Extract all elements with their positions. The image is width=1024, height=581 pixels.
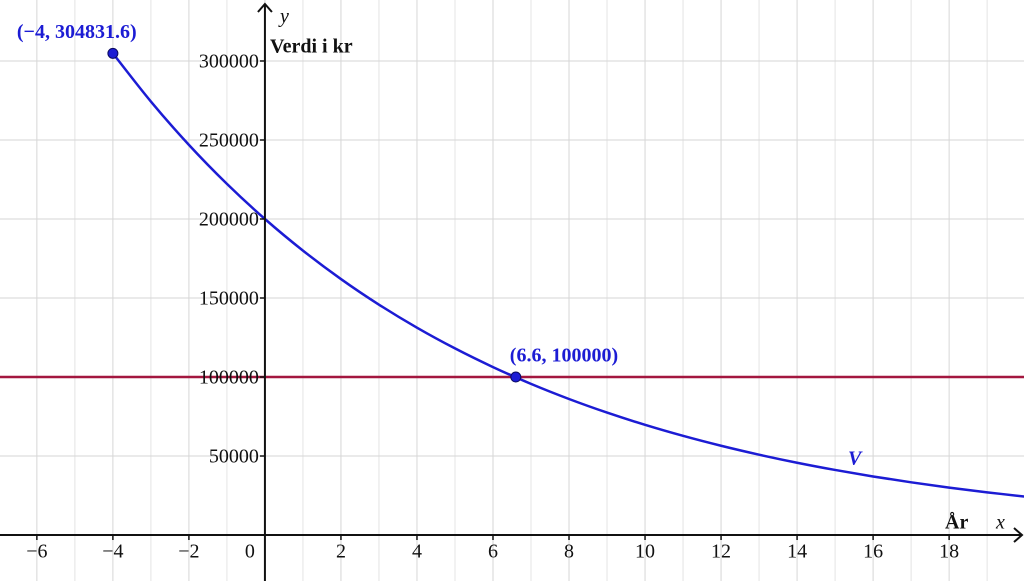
x-axis-name: x xyxy=(995,512,1005,534)
x-tick-label: 16 xyxy=(863,541,883,563)
curve xyxy=(111,52,1024,498)
point xyxy=(510,371,522,383)
x-axis-arrow xyxy=(1013,527,1024,543)
y-tick-label: 200000 xyxy=(199,209,259,231)
y-tick-label: 250000 xyxy=(199,130,259,152)
x-tick-label: −2 xyxy=(178,541,199,563)
x-tick-label: 6 xyxy=(488,541,498,563)
y-tick-label: 50000 xyxy=(209,446,259,468)
x-tick-label: 18 xyxy=(939,541,959,563)
y-axis-name: y xyxy=(278,6,289,28)
y-axis-label: Verdi i kr xyxy=(270,36,353,58)
y-axis-arrow xyxy=(257,2,273,13)
y-tick-label: 300000 xyxy=(199,51,259,73)
x-axis-label: År xyxy=(945,511,968,534)
x-tick-label: 4 xyxy=(412,541,422,563)
x-tick-label: 8 xyxy=(564,541,574,563)
x-tick-label: 14 xyxy=(787,541,807,563)
x-tick-label: 10 xyxy=(635,541,655,563)
curve-name: V xyxy=(848,448,863,470)
marks xyxy=(0,47,1024,498)
point-label: (−4, 304831.6) xyxy=(17,21,137,43)
x-tick-label: −4 xyxy=(102,541,123,563)
x-tick-label: −6 xyxy=(26,541,47,563)
point-label: (6.6, 100000) xyxy=(510,345,618,367)
x-tick-label: 2 xyxy=(336,541,346,563)
y-tick-label: 150000 xyxy=(199,288,259,310)
x-tick-label: 0 xyxy=(245,541,255,563)
x-tick-label: 12 xyxy=(711,541,731,563)
point xyxy=(107,47,119,59)
y-tick-label: 100000 xyxy=(199,367,259,389)
